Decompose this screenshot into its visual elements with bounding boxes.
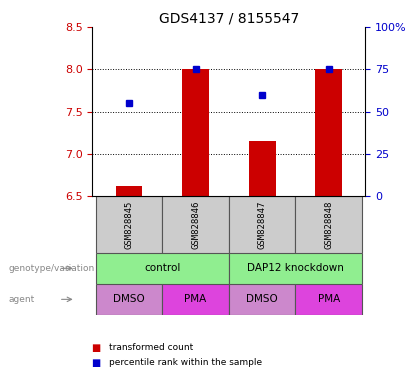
- Text: GSM828846: GSM828846: [191, 200, 200, 249]
- Bar: [229, 253, 362, 284]
- Bar: [249, 141, 276, 196]
- Text: GSM828848: GSM828848: [324, 200, 333, 249]
- Bar: [162, 284, 229, 315]
- Title: GDS4137 / 8155547: GDS4137 / 8155547: [159, 12, 299, 26]
- Text: DMSO: DMSO: [113, 295, 145, 305]
- Bar: [96, 253, 229, 284]
- Bar: [315, 69, 342, 196]
- Text: agent: agent: [8, 295, 34, 304]
- Text: genotype/variation: genotype/variation: [8, 264, 95, 273]
- Text: DMSO: DMSO: [246, 295, 278, 305]
- Text: PMA: PMA: [184, 295, 207, 305]
- Bar: [96, 284, 162, 315]
- Bar: [229, 284, 296, 315]
- Text: PMA: PMA: [318, 295, 340, 305]
- Bar: [296, 196, 362, 253]
- Bar: [229, 196, 296, 253]
- Text: GSM828845: GSM828845: [124, 200, 134, 249]
- Bar: [116, 186, 142, 196]
- Text: ■: ■: [92, 358, 105, 368]
- Text: DAP12 knockdown: DAP12 knockdown: [247, 263, 344, 273]
- Text: percentile rank within the sample: percentile rank within the sample: [109, 358, 262, 367]
- Text: control: control: [144, 263, 181, 273]
- Bar: [182, 69, 209, 196]
- Bar: [162, 196, 229, 253]
- Text: GSM828847: GSM828847: [258, 200, 267, 249]
- Bar: [296, 284, 362, 315]
- Bar: [96, 196, 162, 253]
- Text: transformed count: transformed count: [109, 343, 194, 352]
- Text: ■: ■: [92, 343, 105, 353]
